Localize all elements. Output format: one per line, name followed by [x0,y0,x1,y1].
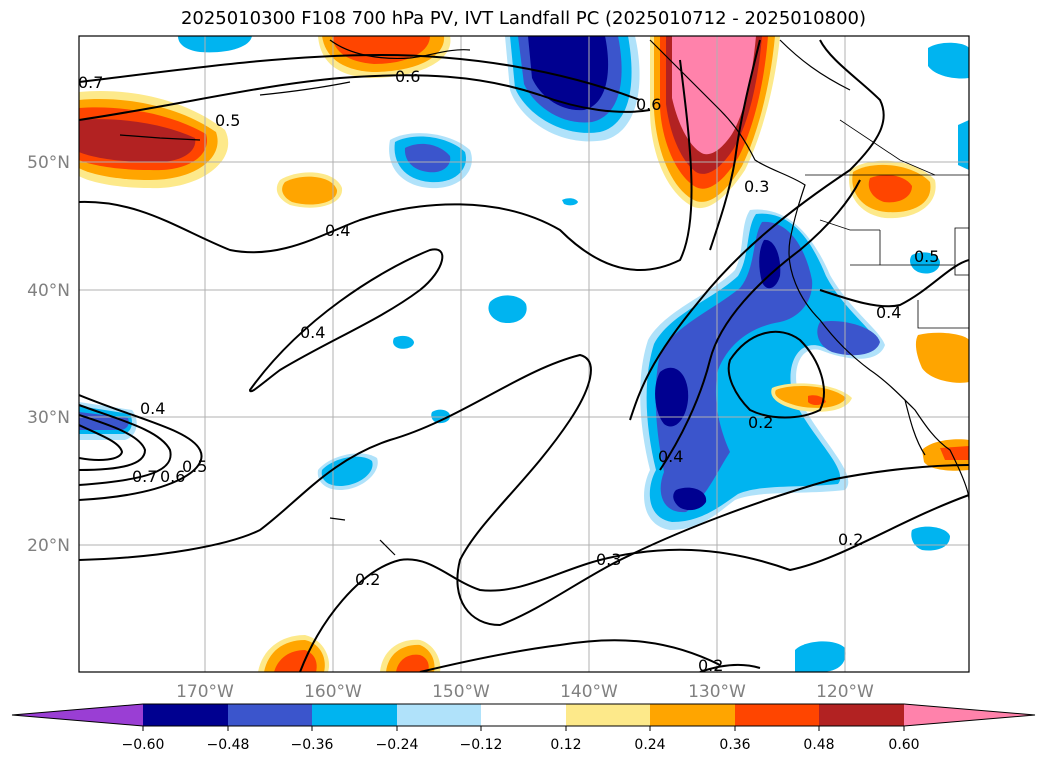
colorbar-segment [312,704,397,726]
contour-label: 0.4 [325,221,350,240]
contour-labels: 0.7 0.6 0.5 0.4 0.4 0.4 0.7 0.6 0.5 0.3 … [78,67,939,675]
lon-tick-label: 140°W [560,682,618,702]
contour-label: 0.6 [395,67,420,86]
contour-label: 0.7 [78,73,103,92]
colorbar-tick-label: −0.60 [122,737,165,753]
lat-tick-labels: 50°N 40°N 30°N 20°N [27,153,70,556]
coastlines [119,39,969,556]
map-frame [78,35,970,673]
lat-tick-label: 20°N [27,536,70,556]
colorbar-segment [228,704,312,726]
colorbar-segment [481,704,566,726]
contour-label: 0.3 [596,550,621,569]
contour-label: 0.2 [355,570,380,589]
contour-label: 0.4 [300,323,325,342]
lat-tick-label: 30°N [27,408,70,428]
contour-label: 0.6 [160,467,185,486]
colorbar-tick-label: 0.24 [634,737,665,753]
colorbar-tick-label: −0.12 [460,737,503,753]
contour-label: 0.2 [698,656,723,675]
colorbar-segment [650,704,735,726]
colorbar: −0.60 −0.48 −0.36 −0.24 −0.12 0.12 0.24 … [11,703,1036,753]
lon-tick-label: 170°W [176,682,234,702]
colorbar-segment [397,704,481,726]
contour-lines [79,39,969,672]
lat-tick-label: 40°N [27,281,70,301]
colorbar-tick-label: −0.24 [376,737,419,753]
shaded-field-layer [79,36,969,672]
lon-tick-labels: 170°W 160°W 150°W 140°W 130°W 120°W [176,682,874,702]
colorbar-segment [819,704,904,726]
lon-tick-label: 130°W [688,682,746,702]
colorbar-tick-label: 0.48 [803,737,834,753]
colorbar-tick-label: 0.36 [719,737,750,753]
contour-label: 0.2 [748,413,773,432]
contour-label: 0.4 [876,303,901,322]
contour-label: 0.3 [744,177,769,196]
contour-label: 0.4 [658,447,683,466]
lon-tick-label: 160°W [304,682,362,702]
lon-tick-label: 120°W [816,682,874,702]
contour-label: 0.2 [838,530,863,549]
contour-label: 0.5 [182,457,207,476]
colorbar-extend-min [12,704,143,726]
lon-tick-label: 150°W [432,682,490,702]
colorbar-tick-label: 0.12 [550,737,581,753]
borders [805,119,969,329]
lat-tick-label: 50°N [27,153,70,173]
colorbar-tick-label: 0.60 [888,737,919,753]
contour-label: 0.6 [636,95,661,114]
colorbar-segment [735,704,819,726]
colorbar-tick-label: −0.36 [291,737,334,753]
colorbar-tick-label: −0.48 [207,737,250,753]
map-title: 2025010300 F108 700 hPa PV, IVT Landfall… [180,8,867,29]
contour-label: 0.5 [215,111,240,130]
colorbar-segment [566,704,650,726]
colorbar-extend-max [904,704,1035,726]
contour-label: 0.4 [140,399,165,418]
colorbar-segment [143,704,228,726]
contour-label: 0.5 [914,247,939,266]
contour-label: 0.7 [132,467,157,486]
